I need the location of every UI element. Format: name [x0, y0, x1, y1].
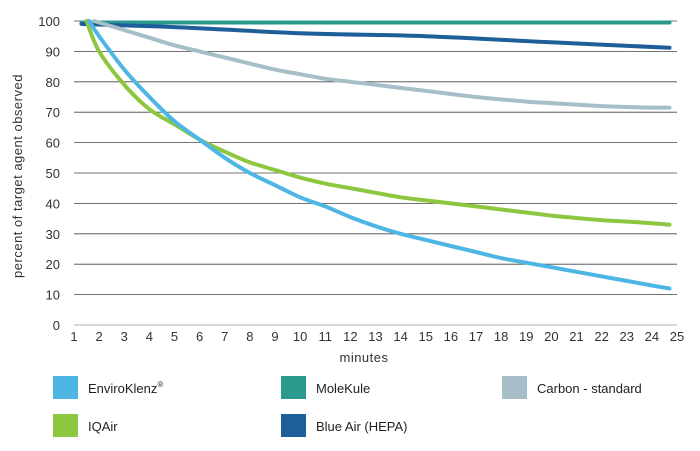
legend-item-carbon-standard: Carbon - standard — [502, 376, 642, 399]
y-tick-label: 60 — [46, 136, 60, 151]
x-tick-label: 16 — [444, 329, 458, 344]
y-tick-label: 30 — [46, 227, 60, 242]
x-tick-label: 12 — [343, 329, 357, 344]
legend: EnviroKlenz® MoleKule Carbon - standard IQA… — [53, 376, 642, 437]
series-line-iqair — [84, 19, 672, 227]
x-tick-label: 1 — [70, 329, 77, 344]
x-tick-label: 23 — [620, 329, 634, 344]
x-tick-label: 5 — [171, 329, 178, 344]
x-tick-label: 19 — [519, 329, 533, 344]
gridlines — [74, 20, 677, 326]
x-tick-label: 4 — [146, 329, 153, 344]
series-lines — [79, 19, 672, 291]
series-line-carbon-standard — [92, 19, 672, 110]
x-tick-label: 24 — [645, 329, 659, 344]
registered-mark: ® — [157, 380, 163, 389]
x-tick-label: 8 — [246, 329, 253, 344]
legend-swatch — [53, 376, 78, 399]
y-tick-label: 100 — [38, 14, 60, 29]
series-line-blue-air-hepa — [79, 22, 672, 50]
legend-swatch — [502, 376, 527, 399]
legend-label: IQAir — [88, 419, 118, 434]
y-tick-label: 80 — [46, 75, 60, 90]
x-tick-label: 3 — [121, 329, 128, 344]
y-axis-ticks: 0 10 20 30 40 50 60 70 80 90 100 — [38, 14, 60, 333]
series-line-enviroklenz — [87, 19, 672, 291]
legend-item-enviroklenz: EnviroKlenz® — [53, 376, 163, 399]
x-axis-label: minutes — [339, 350, 388, 365]
legend-swatch — [53, 414, 78, 437]
legend-item-iqair: IQAir — [53, 414, 118, 437]
y-tick-label: 40 — [46, 196, 60, 211]
x-tick-label: 14 — [393, 329, 407, 344]
x-tick-label: 22 — [594, 329, 608, 344]
legend-item-molekule: MoleKule — [281, 376, 370, 399]
x-axis-ticks: 1 2 3 4 5 6 7 8 9 10 11 12 13 14 15 16 17 18 19 20 21 22 23 24 2… — [70, 329, 684, 344]
x-tick-label: 2 — [96, 329, 103, 344]
x-tick-label: 25 — [670, 329, 684, 344]
y-axis-label: percent of target agent observed — [10, 74, 25, 278]
x-tick-label: 11 — [319, 329, 333, 344]
x-tick-label: 9 — [271, 329, 278, 344]
y-tick-label: 70 — [46, 105, 60, 120]
x-tick-label: 21 — [569, 329, 583, 344]
legend-label: MoleKule — [316, 381, 370, 396]
legend-label: Blue Air (HEPA) — [316, 419, 408, 434]
x-tick-label: 6 — [196, 329, 203, 344]
legend-item-blue-air-hepa: Blue Air (HEPA) — [281, 414, 408, 437]
legend-swatch — [281, 414, 306, 437]
x-tick-label: 10 — [293, 329, 307, 344]
x-tick-label: 18 — [494, 329, 508, 344]
legend-label: EnviroKlenz® — [88, 380, 163, 396]
x-tick-label: 17 — [469, 329, 483, 344]
legend-swatch — [281, 376, 306, 399]
legend-label: Carbon - standard — [537, 381, 642, 396]
y-tick-label: 10 — [46, 288, 60, 303]
y-tick-label: 50 — [46, 166, 60, 181]
y-tick-label: 20 — [46, 257, 60, 272]
x-tick-label: 15 — [419, 329, 433, 344]
x-tick-label: 20 — [544, 329, 558, 344]
x-tick-label: 7 — [221, 329, 228, 344]
y-tick-label: 90 — [46, 44, 60, 59]
y-tick-label: 0 — [53, 318, 60, 333]
x-tick-label: 13 — [368, 329, 382, 344]
